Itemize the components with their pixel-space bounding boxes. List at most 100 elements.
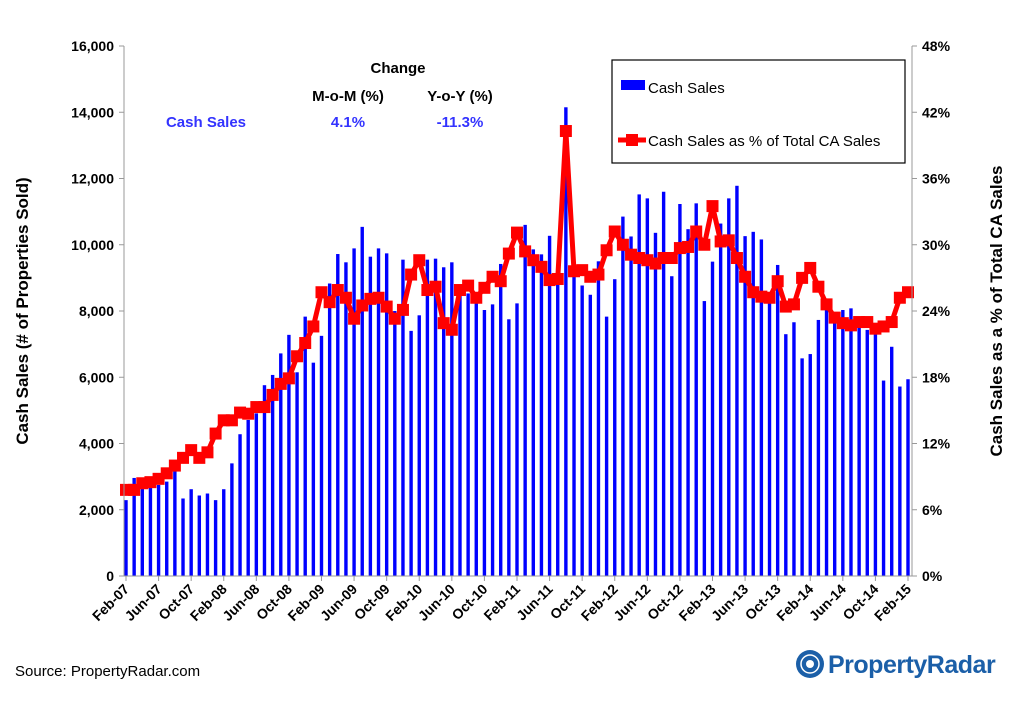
legend-label-cash-pct: Cash Sales as % of Total CA Sales <box>648 133 880 150</box>
bar <box>279 353 283 576</box>
annotation-row-label: Cash Sales <box>166 114 246 131</box>
bar <box>816 319 821 576</box>
bar <box>222 489 226 576</box>
bar <box>531 249 535 576</box>
bar <box>425 259 430 576</box>
bar <box>360 226 364 577</box>
line-marker <box>258 401 271 414</box>
line-marker <box>291 350 304 363</box>
x-tick-label: Jun-09 <box>317 581 360 624</box>
bar <box>140 483 144 576</box>
y2-tick-label: 30% <box>922 237 951 253</box>
bar <box>784 334 788 576</box>
line-marker <box>315 286 328 299</box>
x-tick-label: Jun-10 <box>415 581 458 624</box>
bar <box>832 313 837 576</box>
y2-tick-label: 12% <box>922 436 951 452</box>
line-marker <box>682 240 695 253</box>
line-marker <box>665 252 678 264</box>
bar <box>556 266 560 576</box>
line-marker <box>698 238 711 251</box>
bar <box>792 322 796 576</box>
bar <box>287 334 291 576</box>
annotation-mom-value: 4.1% <box>331 114 365 131</box>
y-tick-label: 4,000 <box>79 436 114 452</box>
bar <box>482 310 487 576</box>
bar <box>295 372 299 576</box>
bar <box>474 296 478 576</box>
y-tick-label: 12,000 <box>71 171 114 187</box>
line-marker <box>396 303 409 316</box>
line-marker <box>535 260 548 273</box>
bar <box>694 203 698 576</box>
bar <box>873 333 878 576</box>
legend-swatch-marker <box>626 134 638 146</box>
x-tick-label: Jun-13 <box>708 581 751 624</box>
y2-tick-label: 42% <box>922 104 951 120</box>
legend-label-cash-sales: Cash Sales <box>648 80 725 97</box>
line-marker <box>551 272 564 285</box>
line-marker <box>722 234 735 247</box>
bar <box>458 287 462 576</box>
y-tick-label: 14,000 <box>71 104 114 120</box>
line-marker <box>592 268 605 281</box>
line-marker <box>812 280 825 293</box>
x-tick-label: Jun-14 <box>806 581 849 624</box>
line-marker <box>771 275 784 288</box>
y-tick-label: 0 <box>106 568 114 584</box>
y-axis-label-right: Cash Sales as a % of Total CA Sales <box>987 165 1006 456</box>
line-marker <box>804 261 817 274</box>
line-marker <box>796 271 809 284</box>
y2-tick-label: 24% <box>922 303 951 319</box>
bar <box>678 204 682 576</box>
bar <box>849 308 853 576</box>
source-note: Source: PropertyRadar.com <box>15 663 200 680</box>
bar <box>564 107 568 576</box>
line-marker <box>201 446 214 459</box>
line-marker <box>706 200 719 213</box>
bar <box>148 486 153 576</box>
bar <box>327 283 332 576</box>
bar <box>906 379 910 576</box>
line-marker <box>690 225 703 238</box>
line-marker <box>616 238 629 251</box>
bar <box>629 236 633 576</box>
bar <box>417 315 421 576</box>
bar <box>213 500 218 576</box>
line-marker <box>445 323 458 336</box>
bar <box>800 358 804 576</box>
bar <box>653 232 658 576</box>
line-series-cash-pct <box>120 125 914 496</box>
bar <box>735 185 739 576</box>
line-marker <box>413 254 426 267</box>
line-marker <box>885 316 898 329</box>
bar <box>352 248 356 577</box>
bar <box>441 267 446 576</box>
line-marker <box>478 281 491 294</box>
svg-text:PropertyRadar: PropertyRadar <box>828 651 996 679</box>
line-marker <box>527 254 540 267</box>
bar <box>270 374 275 576</box>
line-marker <box>902 286 914 299</box>
bar <box>580 285 584 576</box>
bar <box>173 470 177 576</box>
bar <box>197 495 202 576</box>
bar <box>189 489 193 576</box>
y-tick-label: 8,000 <box>79 303 114 319</box>
line-marker <box>209 427 222 440</box>
line-marker <box>339 291 352 304</box>
line-marker <box>405 268 418 281</box>
bar <box>759 239 764 576</box>
y-tick-label: 2,000 <box>79 502 114 518</box>
line-marker <box>462 279 475 292</box>
bar <box>881 380 886 576</box>
bar <box>124 500 128 576</box>
bar <box>857 321 861 576</box>
annotation-col-yoy: Y-o-Y (%) <box>427 88 493 105</box>
bar <box>409 330 413 576</box>
bar <box>718 223 723 577</box>
bar <box>181 498 185 576</box>
y-axis-label-left: Cash Sales (# of Properties Sold) <box>13 177 32 444</box>
bar <box>841 310 845 576</box>
bar <box>547 235 552 576</box>
